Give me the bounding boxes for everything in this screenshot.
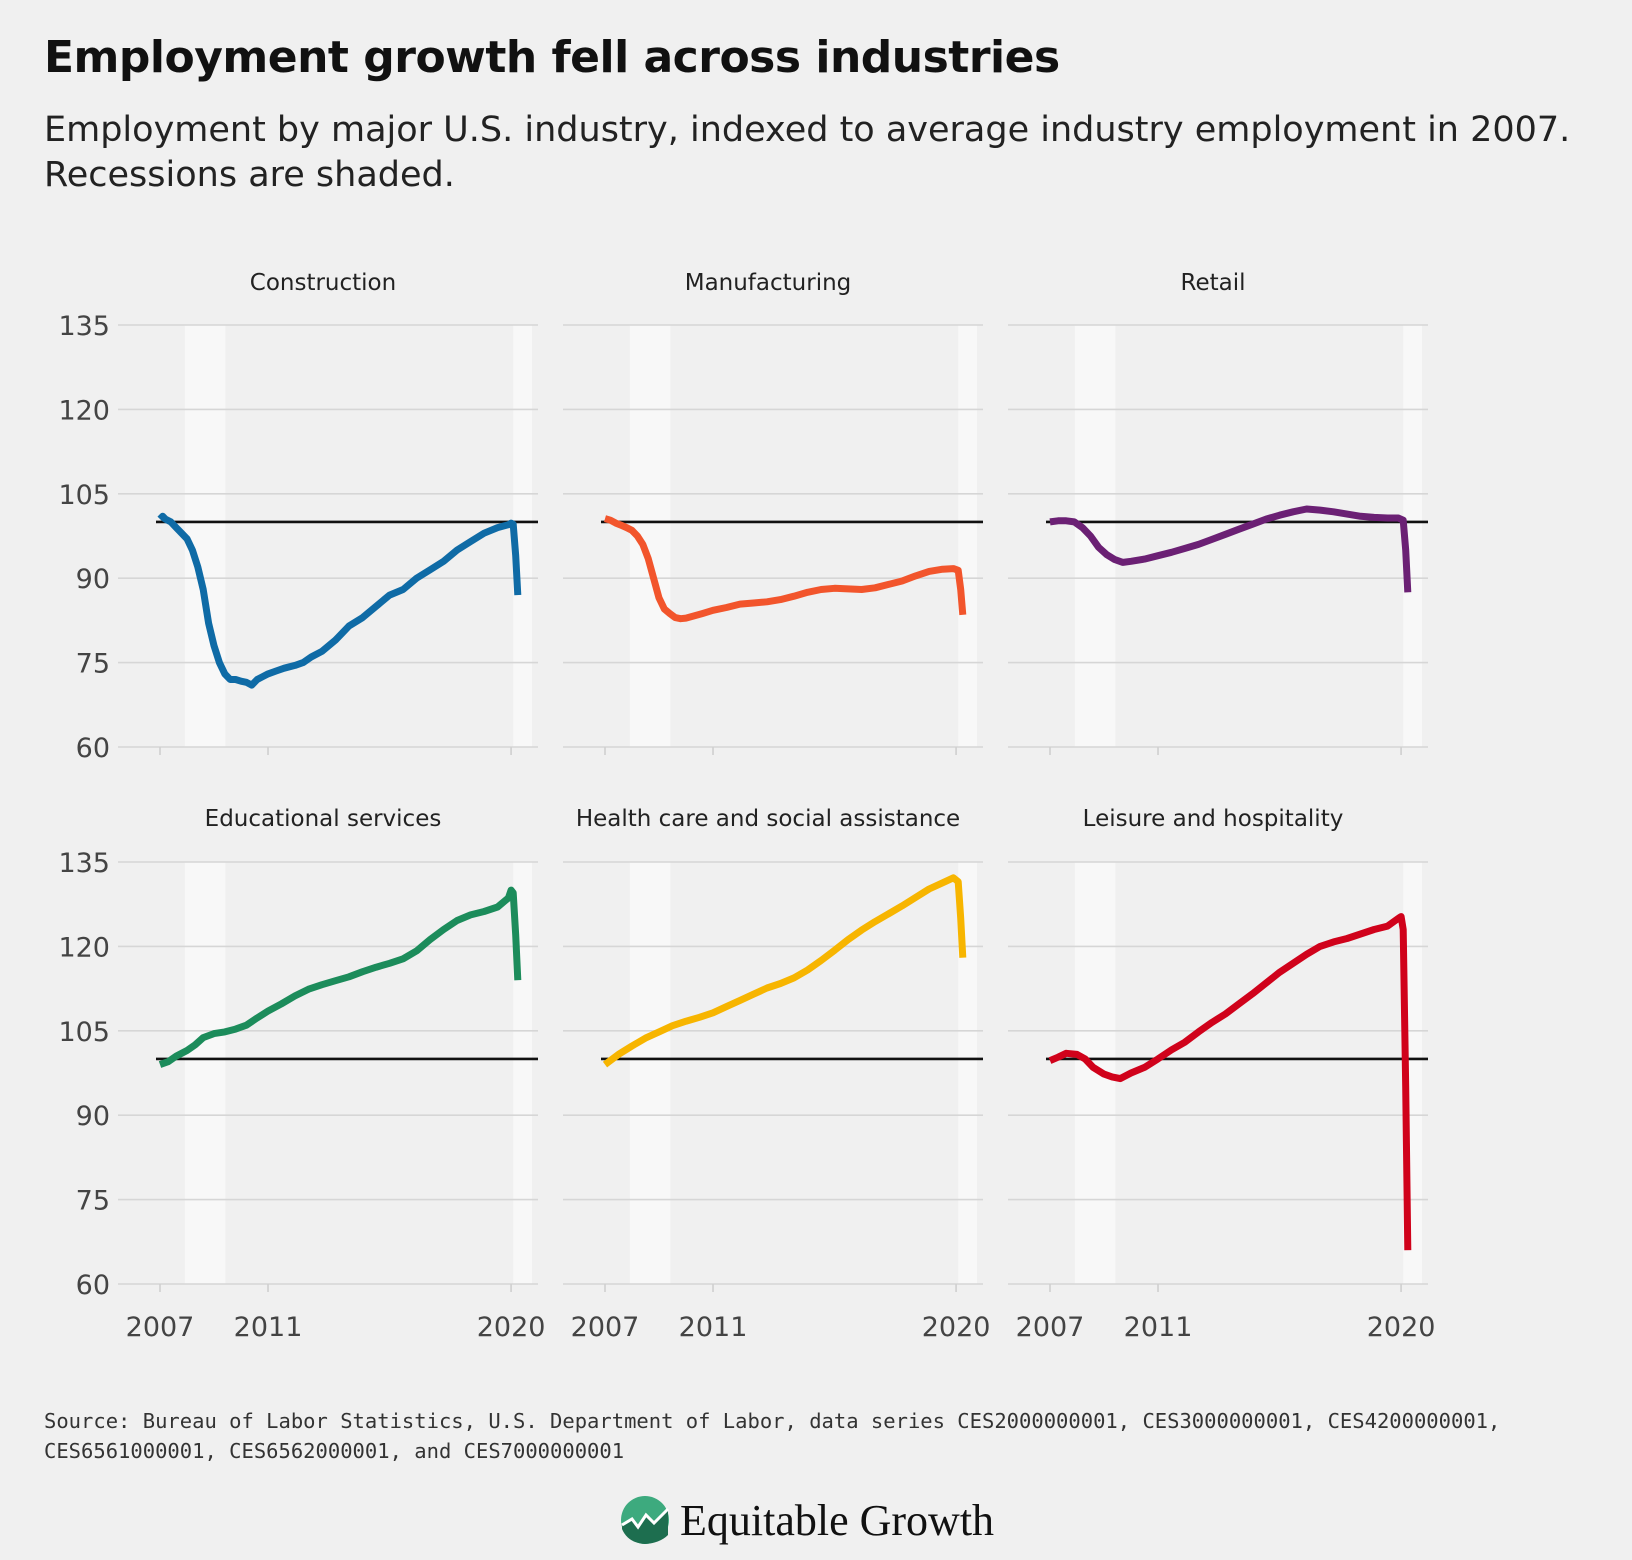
y-tick-label: 60 [76, 1270, 110, 1301]
series-line-leisure-and-hospitality [1048, 913, 1412, 1251]
x-tick-label: 2007 [126, 1312, 195, 1343]
x-tick-label: 2007 [571, 1312, 640, 1343]
recession-shading [184, 862, 226, 1284]
series-line-retail [1049, 505, 1412, 593]
panel-title: Educational services [205, 806, 442, 832]
chart-title: Employment growth fell across industries [44, 32, 1060, 83]
series-line-educational-services [158, 886, 522, 1068]
y-tick-label: 135 [58, 848, 110, 879]
y-tick-label: 105 [58, 480, 110, 511]
recession-shading [184, 325, 226, 747]
y-tick-label: 90 [76, 564, 110, 595]
recession-shading [1074, 325, 1116, 747]
panel-health-care-and-social-assistance: Health care and social assistance 2007 201… [563, 806, 990, 1343]
series-line-construction [157, 512, 522, 689]
recession-shading [958, 862, 977, 1284]
x-tick-label: 2020 [1367, 1312, 1436, 1343]
series-line-health-care-and-social-assistance [602, 874, 967, 1068]
series-line-manufacturing [604, 515, 967, 623]
recession-shading [1403, 325, 1422, 747]
panel-manufacturing: Manufacturing [563, 270, 983, 755]
panel-retail: Retail [1008, 270, 1428, 755]
y-tick-label: 105 [58, 1017, 110, 1048]
panel-title: Health care and social assistance [576, 806, 960, 832]
panel-title: Leisure and hospitality [1083, 806, 1344, 832]
y-tick-label: 60 [76, 733, 110, 764]
equitable-growth-logo-icon [621, 1496, 670, 1544]
y-tick-label: 75 [76, 649, 110, 680]
recession-shading [958, 325, 977, 747]
x-tick-label: 2020 [477, 1312, 546, 1343]
panel-leisure-and-hospitality: Leisure and hospitality 2007 2011 2020 [1008, 806, 1435, 1343]
y-tick-label: 75 [76, 1186, 110, 1217]
panel-title: Construction [250, 270, 396, 296]
panel-construction: Construction 60 75 90 105 120 135 [58, 270, 538, 764]
y-tick-label: 135 [58, 311, 110, 342]
equitable-growth-logo: Equitable Growth [620, 1490, 994, 1550]
source-note: Source: Bureau of Labor Statistics, U.S.… [44, 1409, 1501, 1463]
x-tick-label: 2007 [1016, 1312, 1085, 1343]
logo-text: Equitable Growth [680, 1495, 995, 1545]
chart-subtitle: Employment by major U.S. industry, index… [44, 110, 1571, 195]
recession-shading [629, 862, 671, 1284]
panel-educational-services: Educational services 60 75 90 105 120 135 2007 2… [58, 806, 545, 1343]
y-tick-label: 90 [76, 1101, 110, 1132]
y-tick-label: 120 [58, 395, 110, 426]
y-tick-label: 120 [58, 932, 110, 963]
x-tick-label: 2011 [234, 1312, 303, 1343]
x-tick-label: 2020 [922, 1312, 991, 1343]
small-multiples-chart: Construction 60 75 90 105 120 135 Manufacturing… [58, 270, 1435, 1343]
x-tick-label: 2011 [1124, 1312, 1193, 1343]
panel-title: Manufacturing [685, 270, 852, 296]
recession-shading [513, 325, 532, 747]
panel-title: Retail [1181, 270, 1246, 296]
x-tick-label: 2011 [679, 1312, 748, 1343]
